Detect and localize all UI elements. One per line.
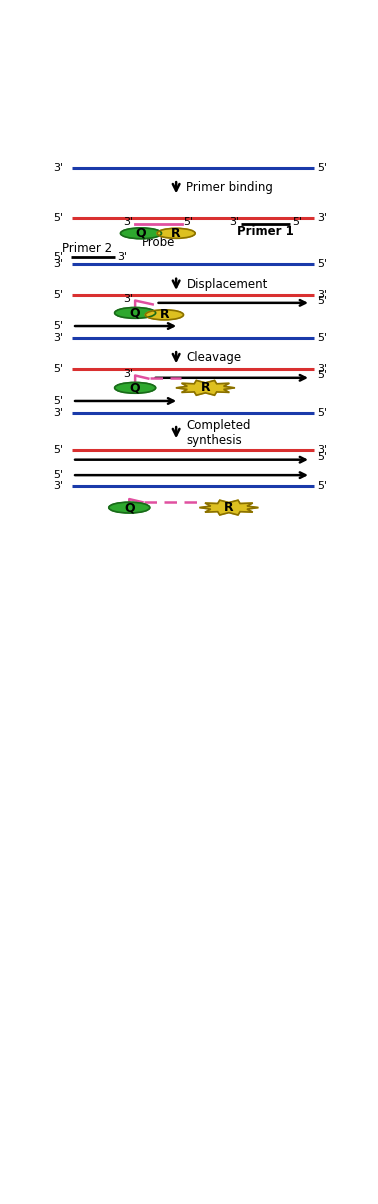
Text: Probe: Probe — [142, 236, 175, 249]
Text: 3': 3' — [229, 217, 239, 226]
Text: R: R — [201, 382, 210, 395]
Text: 5': 5' — [53, 213, 63, 223]
Circle shape — [146, 309, 183, 320]
Circle shape — [115, 307, 156, 318]
Text: 5': 5' — [317, 371, 327, 380]
Text: Q: Q — [124, 501, 135, 514]
Text: 3': 3' — [118, 252, 128, 261]
Text: 5': 5' — [53, 444, 63, 455]
Text: Q: Q — [130, 382, 141, 395]
Text: 3': 3' — [317, 290, 327, 300]
Polygon shape — [199, 500, 259, 515]
Text: 3': 3' — [124, 217, 134, 226]
Text: 5': 5' — [317, 295, 327, 306]
Text: 5': 5' — [183, 217, 194, 226]
Text: R: R — [171, 226, 181, 240]
Text: 5': 5' — [317, 480, 327, 491]
Circle shape — [121, 228, 161, 238]
Text: 5': 5' — [317, 453, 327, 462]
Text: 3': 3' — [53, 408, 63, 418]
Text: Completed
synthesis: Completed synthesis — [186, 419, 251, 447]
Text: R: R — [224, 501, 234, 514]
Text: Displacement: Displacement — [186, 278, 268, 291]
Text: Primer 2: Primer 2 — [62, 242, 112, 255]
Text: R: R — [160, 308, 169, 321]
Text: 3': 3' — [124, 295, 134, 305]
Text: 5': 5' — [53, 290, 63, 300]
Polygon shape — [176, 380, 235, 395]
Text: Primer binding: Primer binding — [186, 182, 273, 194]
Text: Q: Q — [136, 226, 146, 240]
Text: 3': 3' — [53, 163, 63, 172]
Text: Cleavage: Cleavage — [186, 352, 242, 364]
Text: 5': 5' — [53, 252, 63, 261]
Text: 3': 3' — [124, 370, 134, 379]
Text: 5': 5' — [317, 259, 327, 270]
Circle shape — [115, 383, 156, 394]
Text: Q: Q — [130, 306, 141, 319]
Text: 5': 5' — [53, 321, 63, 331]
Circle shape — [157, 229, 195, 238]
Text: 3': 3' — [53, 332, 63, 343]
Text: 3': 3' — [317, 444, 327, 455]
Text: 3': 3' — [53, 259, 63, 270]
Text: 3': 3' — [317, 364, 327, 373]
Circle shape — [109, 502, 150, 513]
Text: 5': 5' — [317, 332, 327, 343]
Text: 5': 5' — [53, 364, 63, 373]
Text: 5': 5' — [53, 396, 63, 406]
Text: 5': 5' — [53, 470, 63, 480]
Text: 5': 5' — [292, 217, 302, 226]
Text: 5': 5' — [317, 163, 327, 172]
Text: 3': 3' — [317, 213, 327, 223]
Text: Primer 1: Primer 1 — [237, 224, 294, 237]
Text: 3': 3' — [53, 480, 63, 491]
Text: 5': 5' — [317, 408, 327, 418]
